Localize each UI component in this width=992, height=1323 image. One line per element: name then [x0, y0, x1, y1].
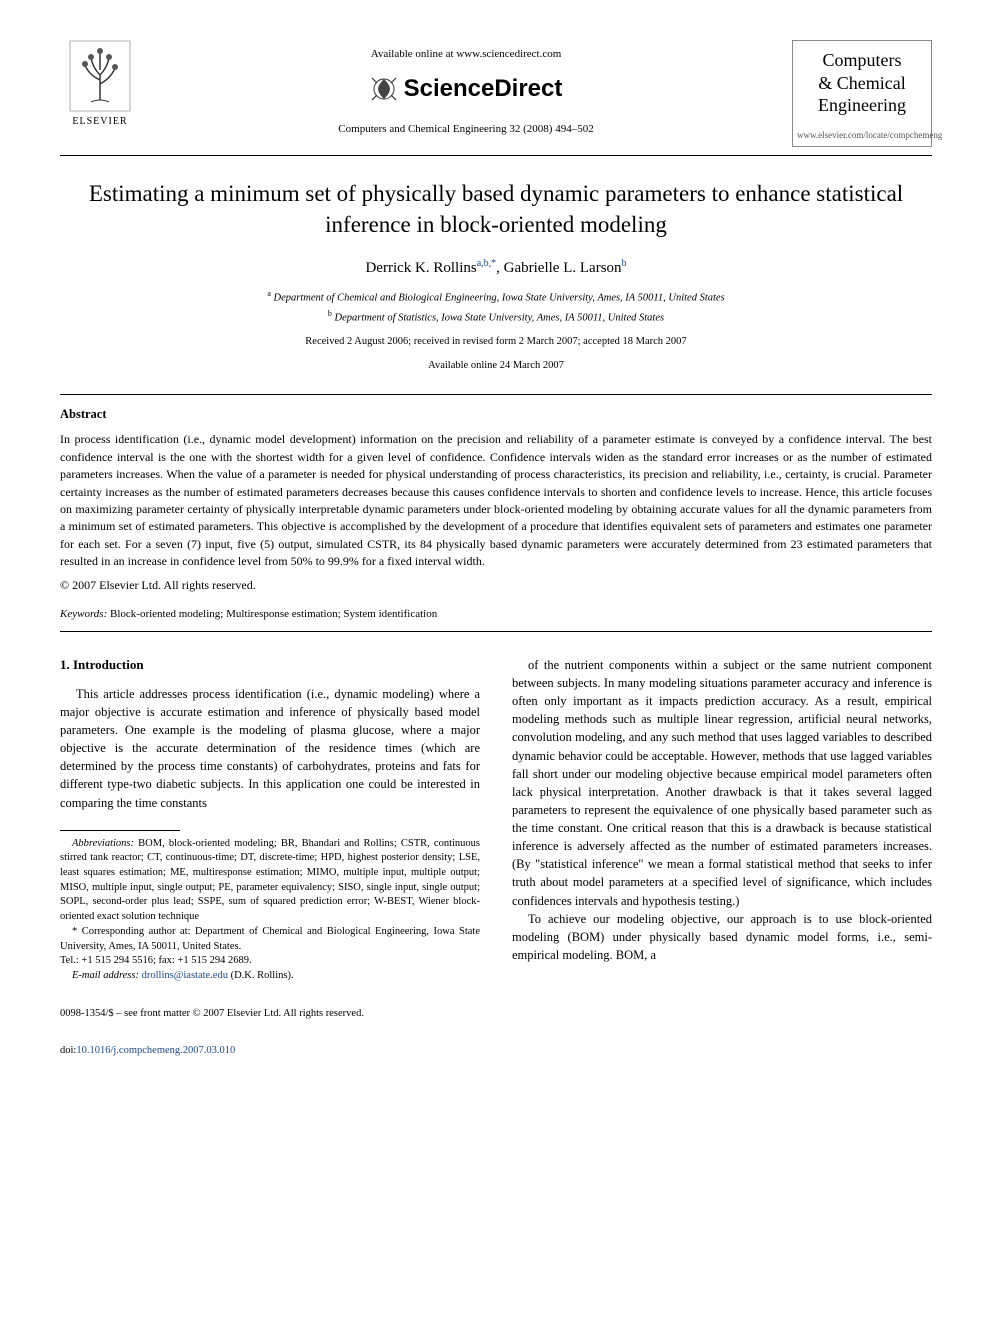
sciencedirect-logo: ScienceDirect — [140, 71, 792, 107]
abbrev-text: BOM, block-oriented modeling; BR, Bhanda… — [60, 838, 480, 922]
left-column: 1. Introduction This article addresses p… — [60, 656, 480, 984]
journal-title-block: Computers & Chemical Engineering www.els… — [792, 40, 932, 147]
email-label: E-mail address: — [72, 970, 142, 981]
authors: Derrick K. Rollinsa,b,*, Gabrielle L. La… — [60, 256, 932, 280]
article-title: Estimating a minimum set of physically b… — [60, 178, 932, 240]
keywords: Keywords: Block-oriented modeling; Multi… — [60, 606, 932, 623]
copyright-line: © 2007 Elsevier Ltd. All rights reserved… — [60, 576, 932, 594]
email-tail: (D.K. Rollins). — [228, 970, 294, 981]
journal-name-line1: Computers — [823, 50, 902, 70]
doi-label: doi: — [60, 1045, 76, 1056]
page-header: ELSEVIER Available online at www.science… — [60, 40, 932, 147]
footnote-corresponding: * Corresponding author at: Department of… — [60, 925, 480, 954]
section-1-heading: 1. Introduction — [60, 656, 480, 675]
elsevier-logo-block: ELSEVIER — [60, 40, 140, 129]
journal-reference: Computers and Chemical Engineering 32 (2… — [140, 121, 792, 138]
footnote-email: E-mail address: drollins@iastate.edu (D.… — [60, 969, 480, 984]
journal-name-line2: & Chemical — [818, 73, 905, 93]
author-1-affil-sup: a,b,* — [477, 258, 496, 269]
intro-paragraph-2a: of the nutrient components within a subj… — [512, 656, 932, 910]
abstract-rule-bottom — [60, 631, 932, 632]
received-dates: Received 2 August 2006; received in revi… — [60, 334, 932, 350]
abstract-body: In process identification (i.e., dynamic… — [60, 431, 932, 570]
intro-paragraph-2b: To achieve our modeling objective, our a… — [512, 910, 932, 964]
affiliation-b: b Department of Statistics, Iowa State U… — [60, 308, 932, 326]
footnote-abbreviations: Abbreviations: BOM, block-oriented model… — [60, 837, 480, 925]
affiliation-a: a Department of Chemical and Biological … — [60, 288, 932, 306]
center-header: Available online at www.sciencedirect.co… — [140, 40, 792, 137]
footnote-tel: Tel.: +1 515 294 5516; fax: +1 515 294 2… — [60, 954, 480, 969]
abstract-text: In process identification (i.e., dynamic… — [60, 432, 932, 568]
footnote-rule — [60, 830, 180, 831]
header-rule — [60, 155, 932, 156]
footer-doi: doi:10.1016/j.compchemeng.2007.03.010 — [60, 1043, 932, 1059]
author-1: Derrick K. Rollins — [365, 260, 476, 276]
keywords-label: Keywords: — [60, 608, 107, 620]
abbrev-label: Abbreviations: — [72, 838, 134, 849]
footer-front-matter: 0098-1354/$ – see front matter © 2007 El… — [60, 1006, 932, 1022]
affiliation-a-text: Department of Chemical and Biological En… — [274, 292, 725, 303]
sciencedirect-icon — [370, 75, 398, 103]
elsevier-tree-icon — [69, 40, 131, 112]
abstract-rule-top — [60, 394, 932, 395]
keywords-text: Block-oriented modeling; Multiresponse e… — [107, 608, 437, 620]
journal-name-line3: Engineering — [818, 95, 906, 115]
abstract-heading: Abstract — [60, 405, 932, 424]
journal-url: www.elsevier.com/locate/compchemeng — [797, 129, 927, 143]
affiliation-b-text: Department of Statistics, Iowa State Uni… — [335, 312, 665, 323]
right-column: of the nutrient components within a subj… — [512, 656, 932, 984]
email-link[interactable]: drollins@iastate.edu — [142, 970, 228, 981]
author-2-affil-sup: b — [622, 258, 627, 269]
body-columns: 1. Introduction This article addresses p… — [60, 656, 932, 984]
online-date: Available online 24 March 2007 — [60, 358, 932, 374]
doi-link[interactable]: 10.1016/j.compchemeng.2007.03.010 — [76, 1045, 235, 1056]
journal-name: Computers & Chemical Engineering — [797, 49, 927, 117]
sciencedirect-text: ScienceDirect — [404, 71, 563, 107]
available-online-text: Available online at www.sciencedirect.co… — [140, 46, 792, 63]
elsevier-label: ELSEVIER — [72, 114, 127, 129]
author-2: , Gabrielle L. Larson — [496, 260, 621, 276]
intro-paragraph-1: This article addresses process identific… — [60, 685, 480, 812]
